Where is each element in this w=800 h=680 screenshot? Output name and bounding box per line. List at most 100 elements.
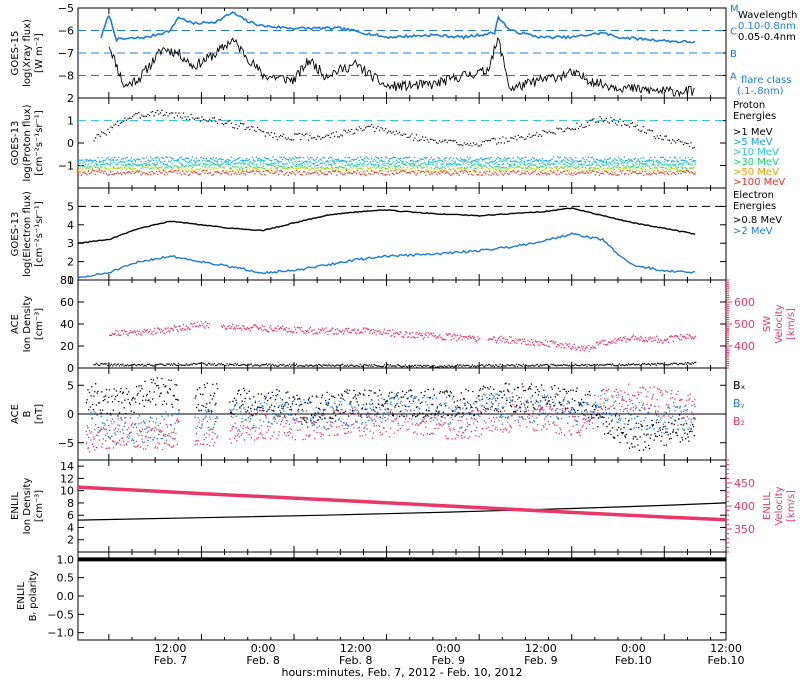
data-point <box>454 161 456 164</box>
y-tick-label: 1 <box>67 274 74 287</box>
data-point <box>397 333 399 335</box>
data-point <box>236 166 238 168</box>
data-point <box>298 164 301 166</box>
data-point <box>219 364 221 366</box>
data-point <box>156 332 158 334</box>
data-point <box>541 409 543 411</box>
data-point <box>338 136 340 138</box>
data-point <box>399 427 401 430</box>
data-point <box>589 166 591 168</box>
data-point <box>480 167 482 169</box>
data-point <box>655 166 657 169</box>
data-point <box>89 432 91 434</box>
data-point <box>566 161 569 164</box>
data-point <box>476 426 478 429</box>
data-point <box>235 427 237 429</box>
data-point <box>513 137 515 140</box>
data-point <box>331 133 333 135</box>
data-point <box>521 160 523 162</box>
data-point <box>350 163 352 165</box>
data-point <box>93 165 95 167</box>
data-point <box>617 391 619 393</box>
data-point <box>314 332 316 335</box>
data-point <box>537 167 539 169</box>
data-point <box>154 363 156 366</box>
data-point <box>598 164 600 167</box>
data-point <box>386 132 388 134</box>
data-point <box>615 159 617 161</box>
data-point <box>482 364 484 366</box>
data-point <box>693 167 695 169</box>
data-point <box>260 425 263 427</box>
data-point <box>458 167 460 169</box>
data-point <box>548 160 550 162</box>
data-point <box>229 166 231 168</box>
data-point <box>679 157 681 159</box>
data-point <box>297 133 299 135</box>
data-point <box>219 157 221 160</box>
data-point <box>440 163 442 165</box>
data-point <box>236 327 238 329</box>
data-point <box>643 157 645 159</box>
data-point <box>429 173 431 176</box>
data-point <box>208 434 210 436</box>
data-point <box>468 173 470 175</box>
data-point <box>287 434 290 437</box>
data-point <box>561 343 563 345</box>
data-point <box>423 418 425 420</box>
data-point <box>460 434 462 436</box>
data-point <box>241 170 244 172</box>
data-point <box>196 321 199 323</box>
data-point <box>390 170 392 172</box>
data-point <box>347 163 349 165</box>
data-point <box>566 344 568 346</box>
data-point <box>104 428 106 430</box>
data-point <box>678 337 680 340</box>
data-point <box>284 365 286 367</box>
data-point <box>122 363 124 365</box>
data-point <box>248 327 250 329</box>
data-point <box>650 174 652 176</box>
data-point <box>565 173 567 175</box>
data-point <box>393 156 395 159</box>
data-point <box>100 363 102 365</box>
data-point <box>661 342 663 344</box>
data-point <box>272 136 274 139</box>
data-point <box>167 363 169 365</box>
data-point <box>333 169 335 172</box>
data-point <box>533 157 535 160</box>
data-point <box>93 160 95 162</box>
data-point <box>496 173 498 175</box>
data-point <box>436 165 438 167</box>
data-point <box>457 172 459 175</box>
data-point <box>96 166 98 169</box>
data-point <box>132 426 135 429</box>
data-point <box>343 427 345 430</box>
data-point <box>92 446 94 448</box>
data-point <box>218 119 220 121</box>
data-point <box>140 364 143 366</box>
data-point <box>193 159 195 162</box>
data-point <box>422 419 424 421</box>
data-point <box>250 326 252 329</box>
data-point <box>482 160 484 162</box>
data-point <box>269 134 271 136</box>
data-point <box>686 169 688 172</box>
data-point <box>392 329 394 331</box>
data-point <box>306 330 308 333</box>
data-point <box>240 434 243 437</box>
data-point <box>398 158 401 160</box>
data-point <box>329 171 331 173</box>
data-point <box>111 365 114 367</box>
data-point <box>532 412 534 414</box>
data-point <box>140 171 142 173</box>
data-point <box>308 162 310 164</box>
data-point <box>584 422 586 424</box>
data-point <box>84 163 87 165</box>
data-point <box>228 325 230 327</box>
data-point <box>134 163 137 166</box>
data-point <box>482 166 484 168</box>
data-point <box>141 172 144 175</box>
data-point <box>666 172 669 174</box>
data-point <box>258 157 260 159</box>
